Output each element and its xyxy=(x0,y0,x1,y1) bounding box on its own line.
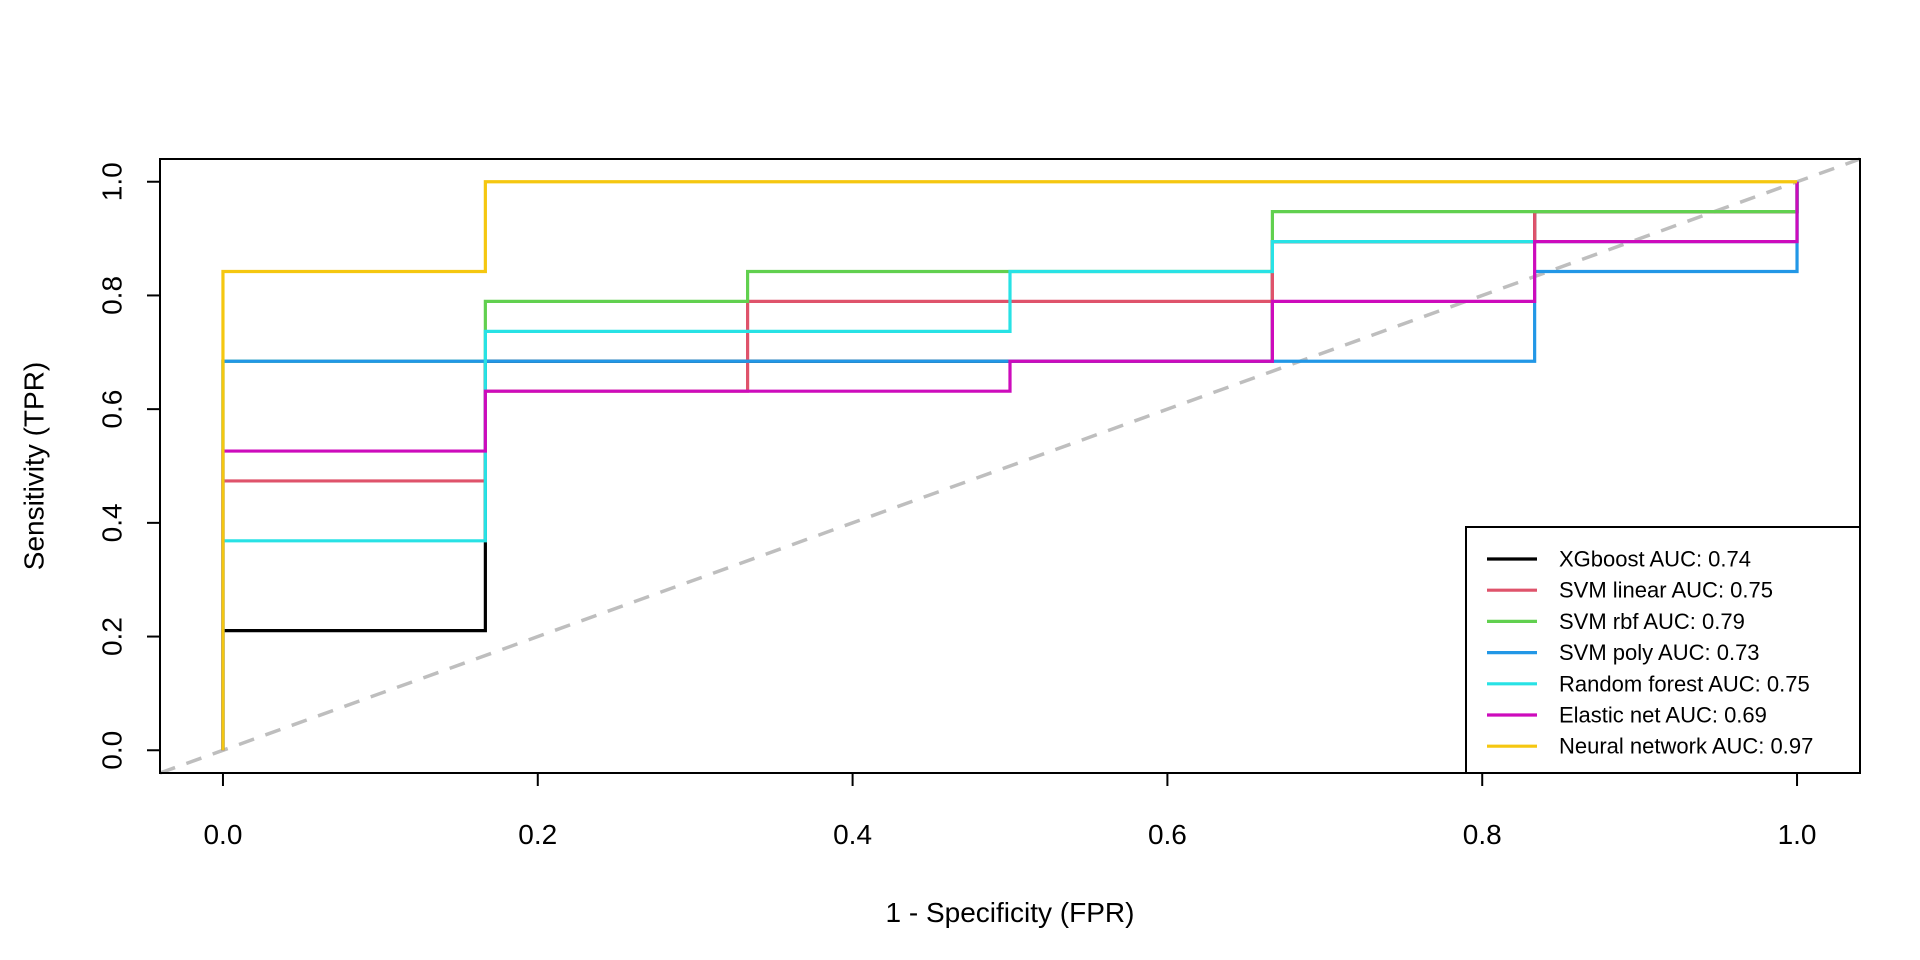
x-tick-label: 0.4 xyxy=(833,819,872,850)
series-line-6 xyxy=(221,181,1799,751)
legend-label: Neural network AUC: 0.97 xyxy=(1559,734,1813,759)
y-tick-label: 0.4 xyxy=(97,503,128,542)
legend-box xyxy=(1465,526,1861,774)
x-tick-label: 0.6 xyxy=(1148,819,1187,850)
y-axis: 0.0 0.2 0.4 0.6 0.8 1.0 xyxy=(97,162,161,770)
x-tick-label: 0.0 xyxy=(203,819,242,850)
series-layer xyxy=(221,180,1799,751)
series-line-7 xyxy=(221,180,1798,751)
legend-label: Random forest AUC: 0.75 xyxy=(1559,671,1810,696)
y-tick-label: 0.2 xyxy=(97,617,128,656)
legend-label: SVM rbf AUC: 0.79 xyxy=(1559,609,1745,634)
y-axis-label: Sensitivity (TPR) xyxy=(19,362,50,570)
x-tick-label: 0.2 xyxy=(518,819,557,850)
legend-label: SVM poly AUC: 0.73 xyxy=(1559,640,1760,665)
x-axis-label: 1 - Specificity (FPR) xyxy=(886,897,1135,928)
x-tick-label: 1.0 xyxy=(1778,819,1817,850)
y-tick-label: 1.0 xyxy=(97,162,128,201)
legend-label: SVM linear AUC: 0.75 xyxy=(1559,578,1773,603)
series-line-4 xyxy=(221,181,1799,751)
y-tick-label: 0.8 xyxy=(97,276,128,315)
legend: XGboost AUC: 0.74 SVM linear AUC: 0.75 SVM… xyxy=(1465,526,1861,774)
legend-label: Elastic net AUC: 0.69 xyxy=(1559,703,1767,728)
y-tick-label: 0.0 xyxy=(97,731,128,770)
y-tick-label: 0.6 xyxy=(97,390,128,429)
reference-layer xyxy=(159,157,1861,775)
reference-diagonal-line xyxy=(159,157,1861,775)
legend-label: XGboost AUC: 0.74 xyxy=(1559,547,1751,572)
x-tick-label: 0.8 xyxy=(1463,819,1502,850)
